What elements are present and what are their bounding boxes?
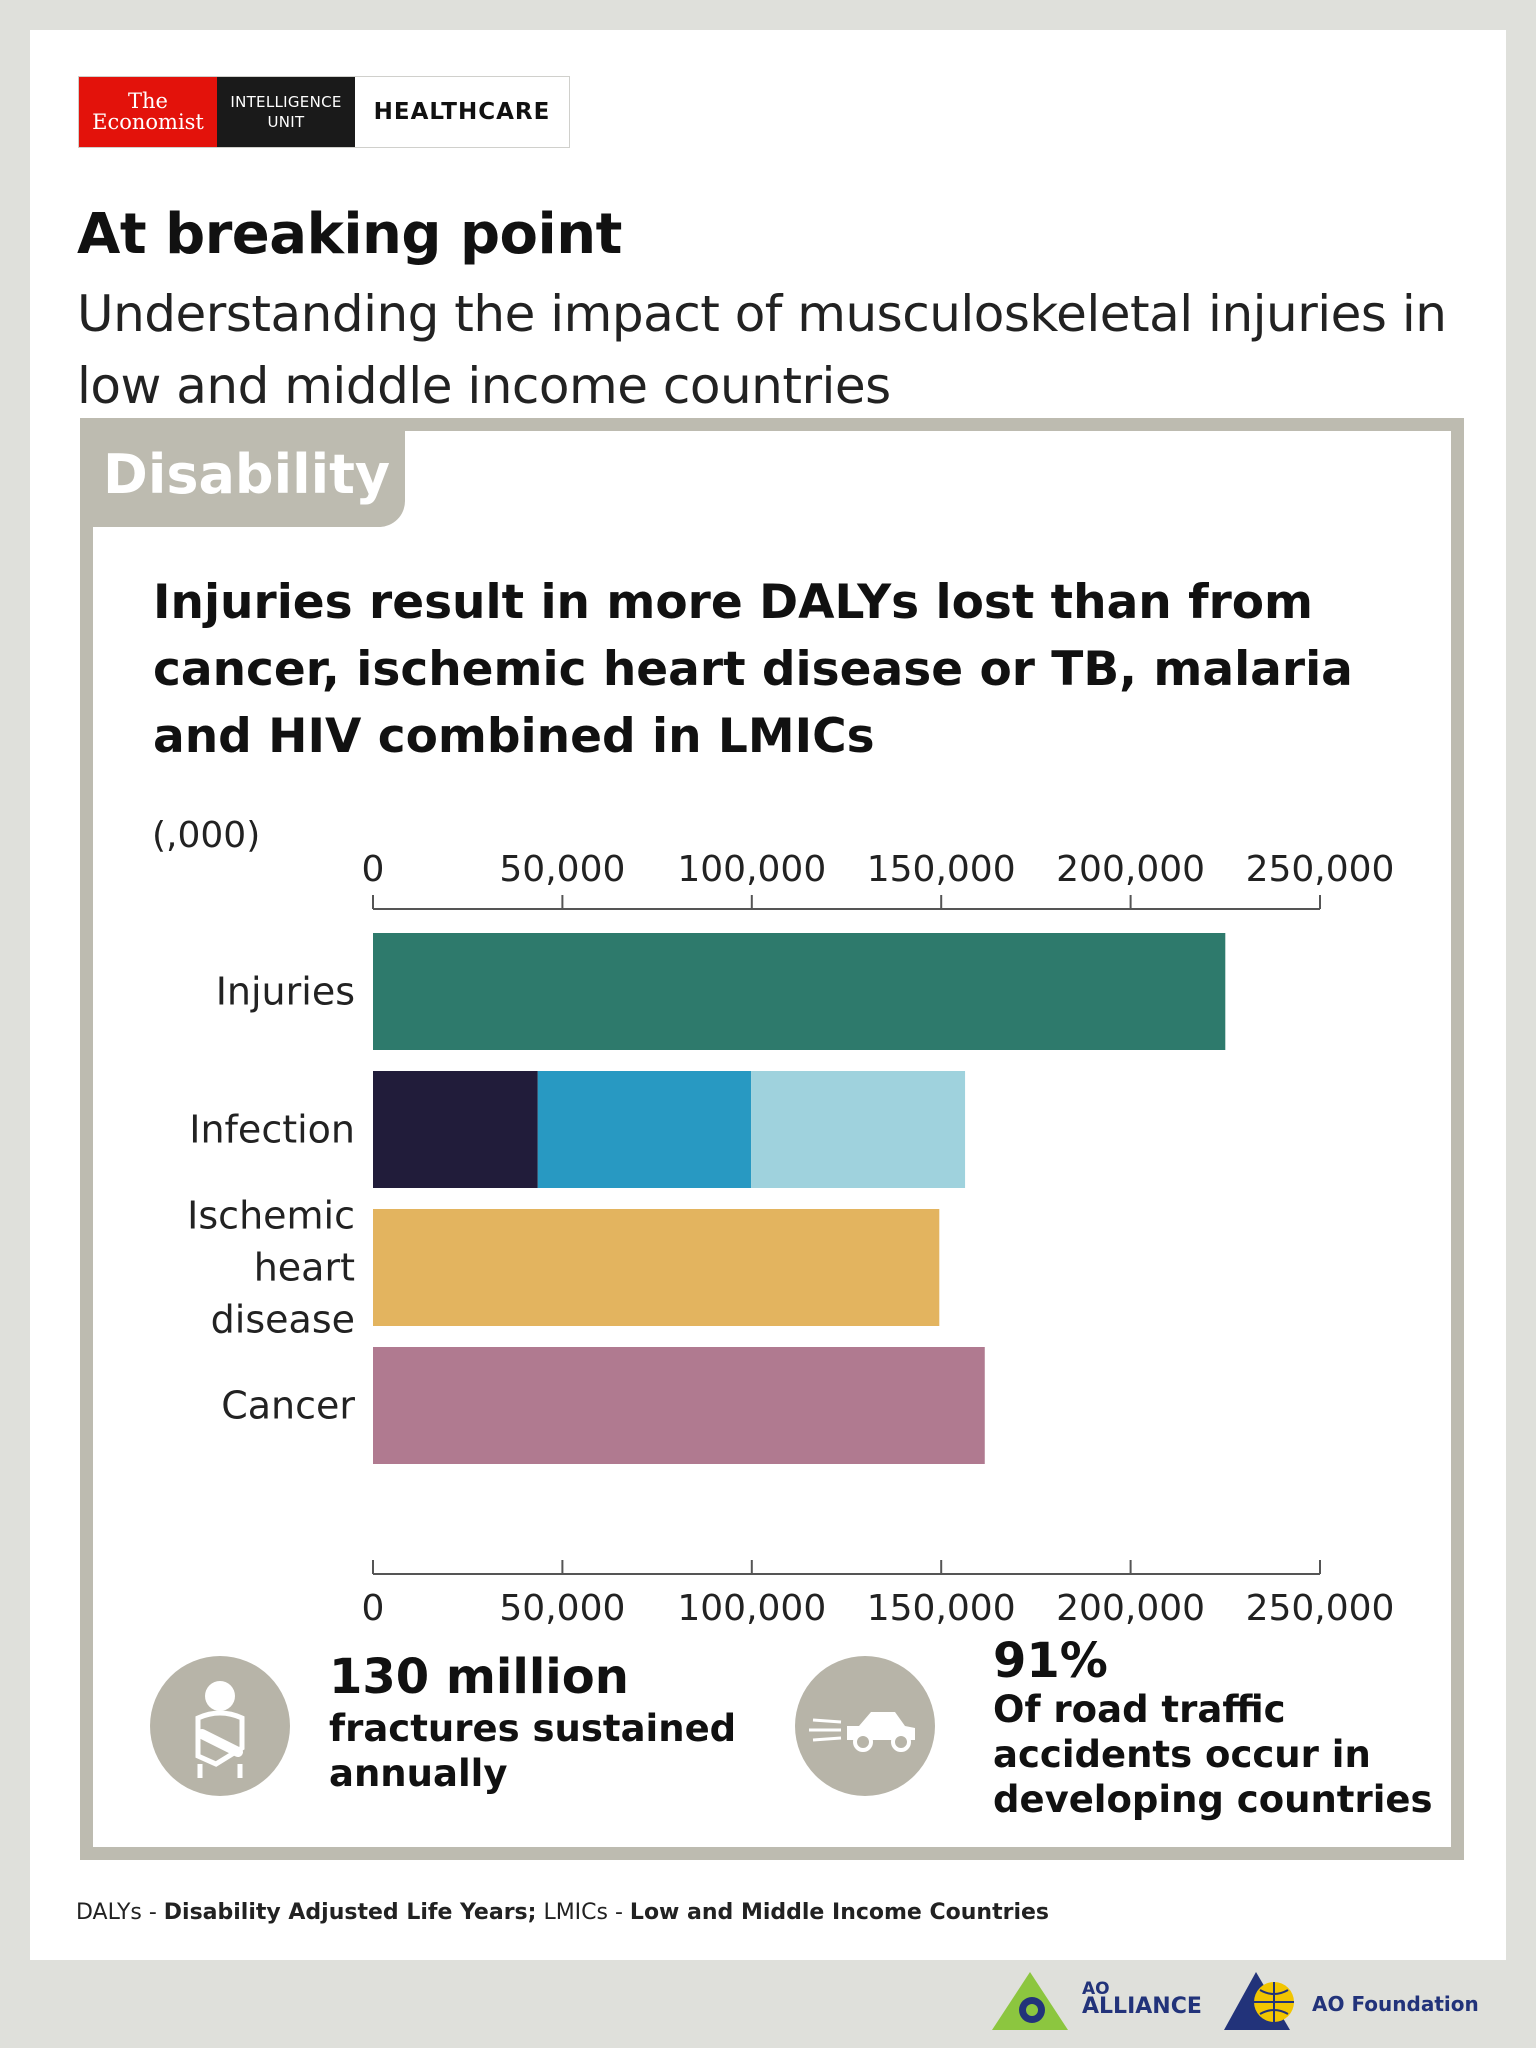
footnote-daly-abbr: DALYs -: [76, 1900, 164, 1925]
speeding-car-icon: [795, 1656, 935, 1796]
stat-fractures-line: fractures sustained: [329, 1707, 737, 1750]
x-tick-label-top: 250,000: [1246, 849, 1395, 890]
x-tick-label-bottom: 100,000: [677, 1588, 826, 1629]
panel-tab-label: Disability: [103, 443, 391, 506]
x-tick-label-bottom: 0: [362, 1588, 385, 1629]
bar-segment-infection: [751, 1071, 966, 1188]
category-label: Cancer: [221, 1384, 355, 1428]
bar-segment-injuries: [373, 933, 1226, 1050]
economist-logo: The Economist: [79, 77, 217, 147]
bar-segment-cancer: [373, 1347, 985, 1464]
ao-alliance-line2: ALLIANCE: [1082, 1994, 1202, 2019]
x-tick-label-bottom: 200,000: [1056, 1588, 1205, 1629]
footnote-daly-full: Disability Adjusted Life Years;: [163, 1900, 537, 1925]
chart-unit-label: (,000): [152, 815, 261, 856]
stat-road-accidents-line: accidents occur in: [993, 1733, 1371, 1776]
footnote: DALYs - Disability Adjusted Life Years; …: [76, 1900, 1049, 1925]
x-tick-label-bottom: 50,000: [499, 1588, 625, 1629]
footnote-lmic-full: Low and Middle Income Countries: [629, 1900, 1050, 1925]
footnote-lmic-abbr: LMICs -: [536, 1900, 630, 1925]
stat-road-accidents-text: Of road traffic accidents occur in devel…: [993, 1687, 1433, 1822]
panel-tab: Disability: [93, 431, 405, 527]
category-label: Injuries: [216, 970, 355, 1014]
stat-fractures-text: fractures sustained annually: [329, 1706, 736, 1796]
x-tick-label-top: 0: [362, 849, 385, 890]
ao-alliance-line1: AO: [1082, 1979, 1110, 1999]
eiu-logo-line2: UNIT: [267, 113, 305, 131]
x-tick-label-bottom: 250,000: [1246, 1588, 1395, 1629]
x-tick-label-top: 100,000: [677, 849, 826, 890]
section-label: HEALTHCARE: [373, 99, 551, 125]
category-label: disease: [211, 1298, 355, 1342]
stat-road-accidents-line: Of road traffic: [993, 1688, 1286, 1731]
ao-foundation-logo-icon: [1224, 1972, 1294, 2030]
stat-road-accidents-value: 91%: [993, 1633, 1108, 1689]
x-tick-label-bottom: 150,000: [867, 1588, 1016, 1629]
x-tick-label-top: 200,000: [1056, 849, 1205, 890]
x-tick-label-top: 50,000: [499, 849, 625, 890]
economist-logo-line1: The: [128, 89, 168, 113]
stat-fractures-line: annually: [329, 1752, 508, 1795]
brand-header: The Economist INTELLIGENCE UNIT HEALTHCA…: [78, 76, 570, 148]
chart-title: Injuries result in more DALYs lost than …: [153, 575, 1353, 764]
category-label: heart: [254, 1246, 355, 1290]
page-subtitle: Understanding the impact of musculoskele…: [77, 285, 1447, 415]
stat-fractures-value: 130 million: [329, 1649, 629, 1705]
stat-road-accidents-line: developing countries: [993, 1778, 1433, 1821]
ao-alliance-logo: AO ALLIANCE: [1082, 1979, 1202, 2019]
category-label: Ischemic: [187, 1194, 355, 1238]
economist-logo-line2: Economist: [92, 110, 204, 134]
bar-segment-infection: [373, 1071, 538, 1188]
infographic-card: The Economist INTELLIGENCE UNIT HEALTHCA…: [30, 30, 1506, 1960]
category-label: Infection: [189, 1108, 355, 1152]
bar-segment-ischemic-heart-disease: [373, 1209, 940, 1326]
page-title: At breaking point: [77, 202, 622, 267]
sponsor-logos: AO ALLIANCE AO Foundation: [990, 1968, 1510, 2038]
disability-panel: Disability Injuries result in more DALYs…: [80, 418, 1464, 1860]
bar-segment-infection: [537, 1071, 752, 1188]
eiu-logo: INTELLIGENCE UNIT: [217, 77, 355, 147]
ao-alliance-logo-icon: [992, 1972, 1068, 2030]
x-tick-label-top: 150,000: [867, 849, 1016, 890]
dalys-bar-chart: 0 50,000 100,000 150,000 200,000 250,000 0 50,0…: [187, 849, 1395, 1629]
ao-foundation-logo: AO Foundation: [1312, 1992, 1479, 2016]
arm-sling-icon: [150, 1656, 290, 1796]
eiu-logo-line1: INTELLIGENCE: [230, 92, 342, 111]
